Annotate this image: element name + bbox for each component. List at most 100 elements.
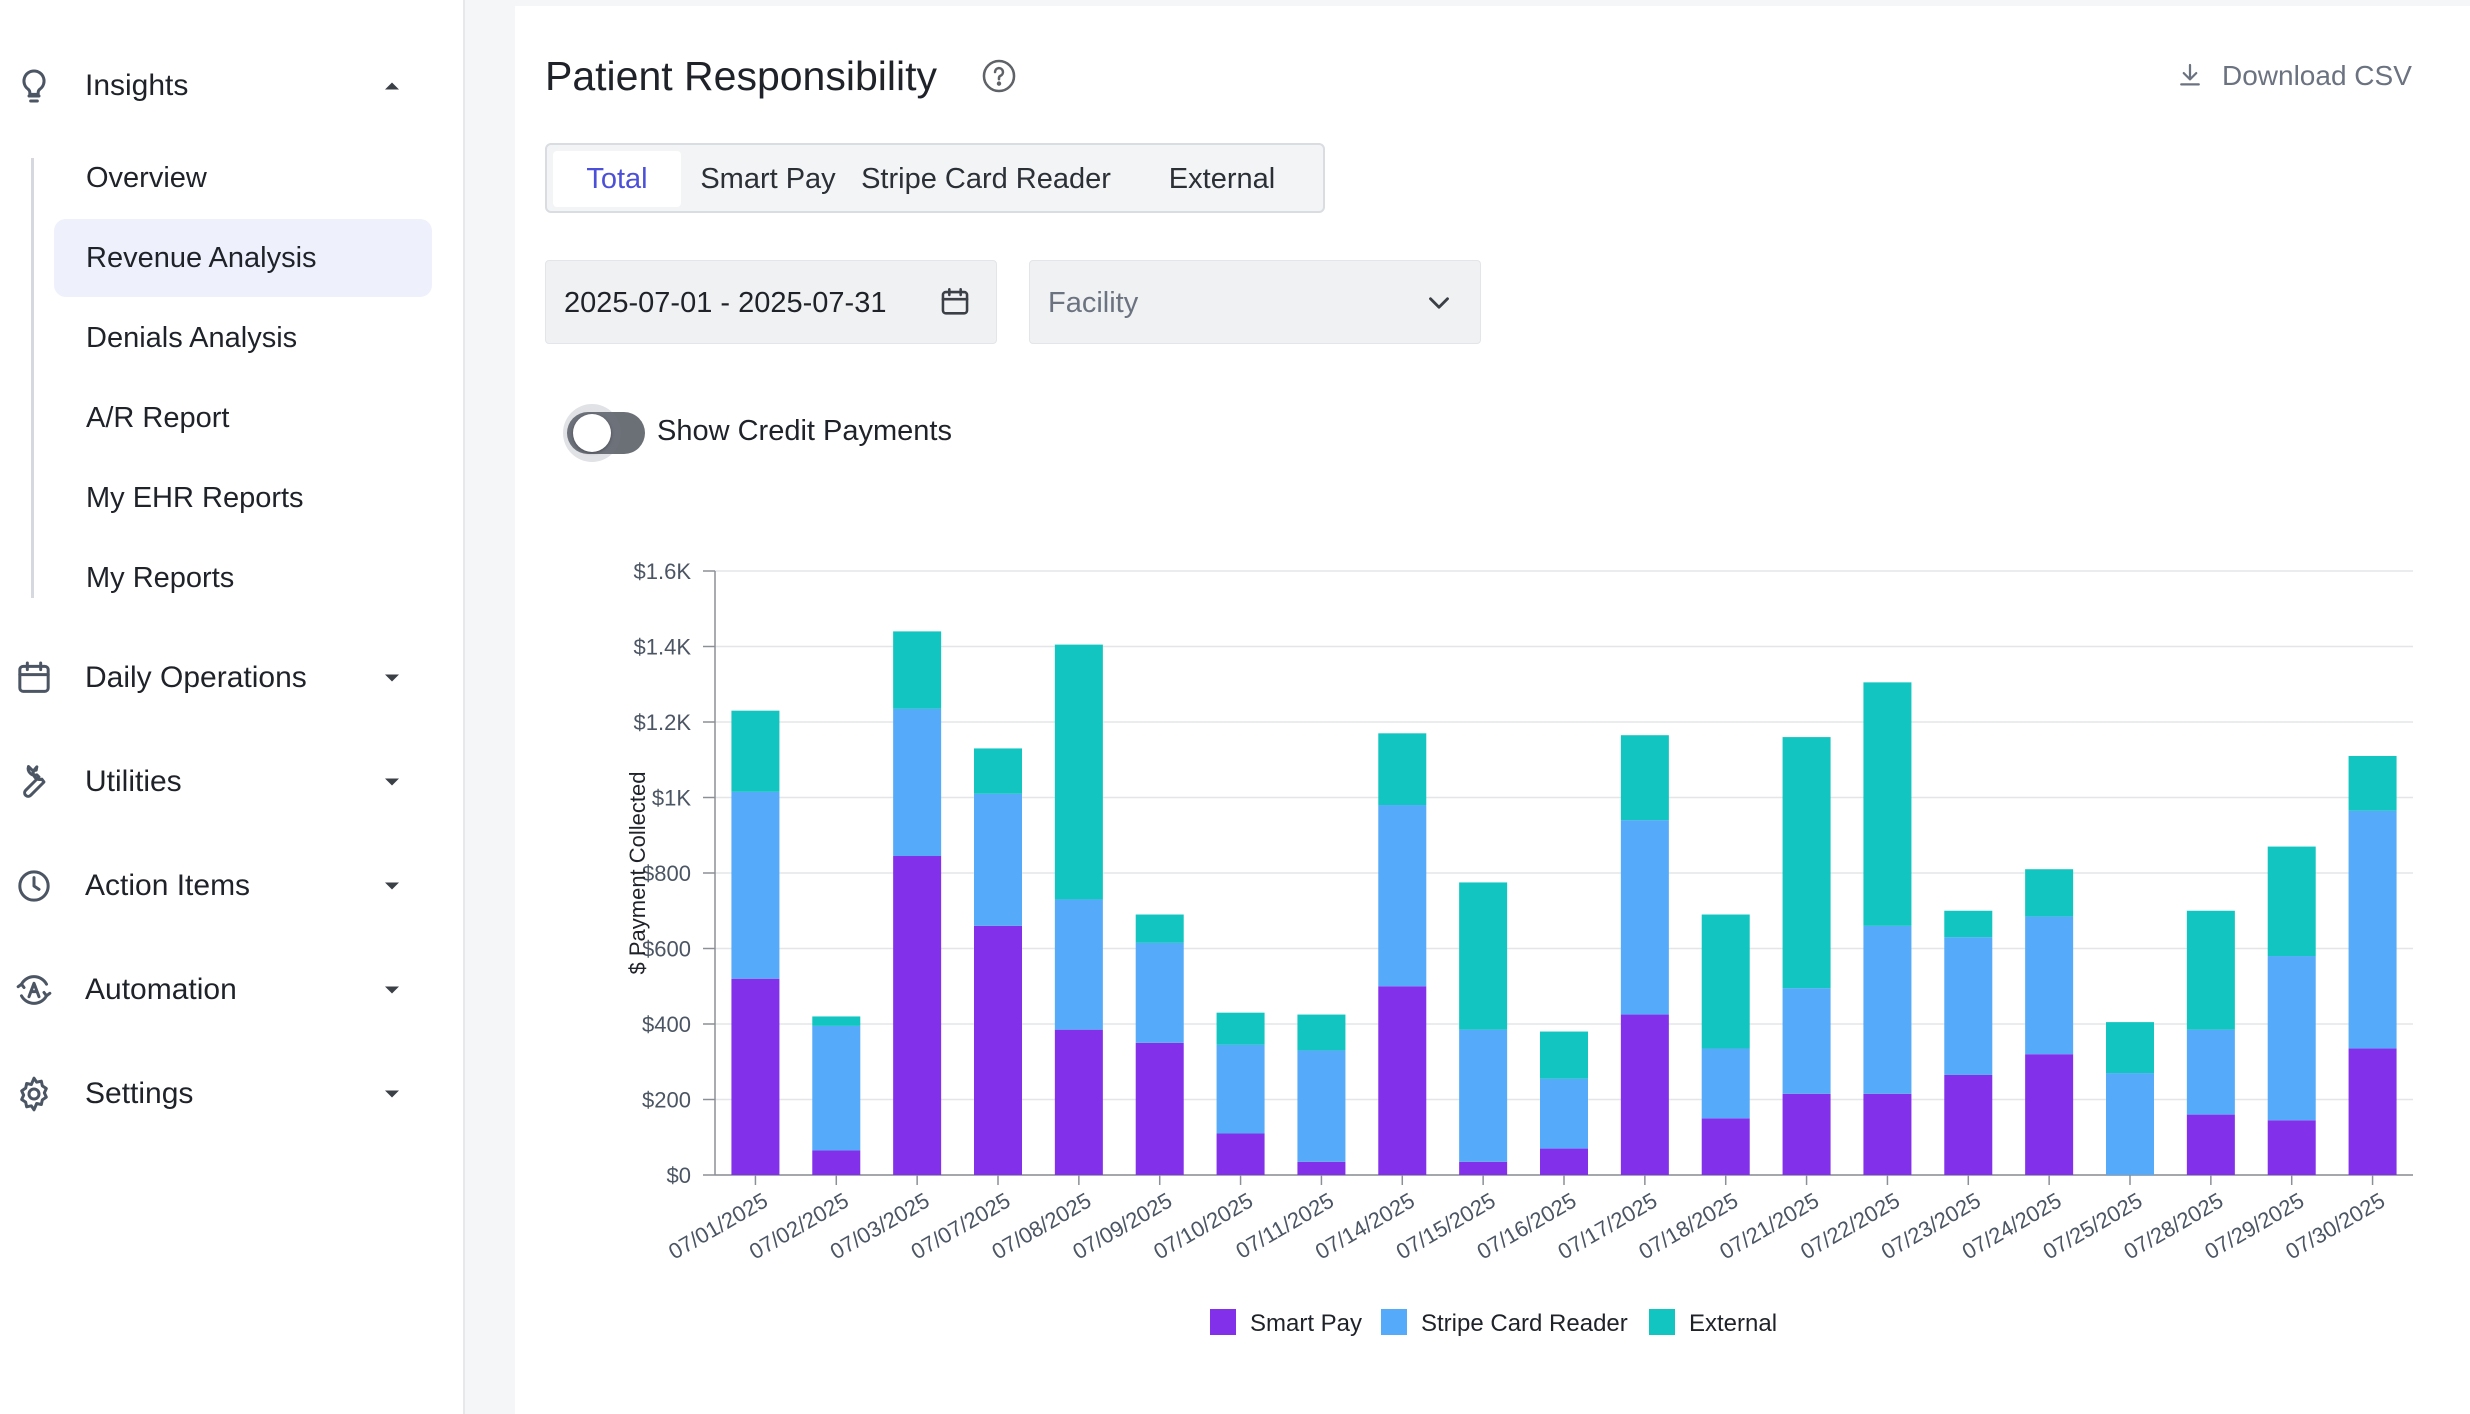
wrench-icon (14, 762, 54, 802)
chevron-down-icon (1422, 286, 1456, 320)
bar-segment (1944, 910, 1993, 938)
legend-label: External (1689, 1310, 1777, 1337)
bar-segment (1782, 737, 1831, 989)
bar-segment (2106, 1073, 2154, 1175)
bar-segment (1620, 735, 1669, 821)
sidebar: Insights Overview Revenue Analysis Denia… (0, 0, 465, 1414)
caret-down-icon (378, 1080, 406, 1108)
bar-segment (1135, 942, 1184, 1043)
date-range-field[interactable]: 2025-07-01 - 2025-07-31 (545, 260, 997, 344)
legend-label: Smart Pay (1250, 1310, 1362, 1337)
bar-segment (812, 1150, 861, 1175)
bar-segment (731, 978, 780, 1175)
automation-icon (14, 970, 54, 1010)
nav-utilities[interactable]: Utilities (0, 742, 465, 822)
bar-segment (974, 925, 1022, 1175)
bar-segment (2267, 1120, 2316, 1175)
lightbulb-icon (14, 66, 54, 106)
sidebar-item-label: My EHR Reports (86, 482, 304, 514)
bar-segment (1459, 1029, 1508, 1162)
bar-segment (974, 793, 1022, 926)
bar-segment (1863, 925, 1912, 1094)
sidebar-item-label: Revenue Analysis (86, 242, 317, 274)
bar-segment (2267, 956, 2316, 1121)
legend-swatch (1210, 1309, 1236, 1335)
bar-segment (1863, 682, 1912, 926)
caret-down-icon (378, 872, 406, 900)
bar-segment (812, 1016, 861, 1026)
nav-settings[interactable]: Settings (0, 1054, 465, 1134)
sidebar-item-ar-report[interactable]: A/R Report (54, 379, 432, 457)
bar-segment (1701, 1118, 1750, 1175)
nav-action-items-label: Action Items (85, 869, 251, 902)
bar-segment (731, 710, 780, 792)
facility-select[interactable]: Facility (1029, 260, 1481, 344)
download-csv-label: Download CSV (2222, 60, 2412, 91)
bar-segment (1297, 1050, 1346, 1162)
bar-segment (731, 791, 780, 979)
bar-segment (974, 748, 1022, 794)
bar-segment (1782, 988, 1831, 1094)
bar-segment (1135, 1042, 1184, 1175)
bar-segment (1297, 1161, 1346, 1175)
calendar-icon[interactable] (938, 285, 972, 319)
y-tick-label: $400 (642, 1012, 691, 1037)
sidebar-item-my-ehr-reports[interactable]: My EHR Reports (54, 459, 432, 537)
bar-segment (2348, 810, 2397, 1049)
nav-settings-label: Settings (85, 1077, 194, 1110)
sidebar-item-denials-analysis[interactable]: Denials Analysis (54, 299, 432, 377)
bar-segment (1782, 1093, 1831, 1175)
legend-label: Stripe Card Reader (1421, 1310, 1628, 1337)
caret-down-icon (378, 664, 406, 692)
bar-segment (1459, 882, 1508, 1030)
bar-segment (893, 631, 942, 709)
bar-segment (1540, 1031, 1588, 1079)
y-tick-label: $0 (667, 1163, 691, 1188)
nav-automation[interactable]: Automation (0, 950, 465, 1030)
bar-segment (2348, 1048, 2397, 1175)
stacked-bar-chart: $0 $200 $400 $600 $800 $1K $1.2K $1.4K $1.6K $ Pa… (625, 559, 2413, 1337)
tab-stripe-card-reader[interactable]: Stripe Card Reader (861, 163, 1111, 195)
bar-segment (1378, 805, 1427, 987)
sidebar-item-my-reports[interactable]: My Reports (54, 539, 432, 617)
show-credit-payments-label: Show Credit Payments (657, 415, 952, 447)
nav-automation-label: Automation (85, 973, 237, 1006)
y-tick-label: $1K (652, 786, 691, 811)
bar-segment (2186, 1114, 2235, 1175)
sidebar-item-overview[interactable]: Overview (54, 139, 432, 217)
sidebar-item-label: Denials Analysis (86, 322, 298, 354)
bar-segment (2025, 1054, 2074, 1175)
tab-total[interactable]: Total (553, 151, 681, 207)
tab-smart-pay[interactable]: Smart Pay (700, 163, 836, 195)
bar-segment (2348, 755, 2397, 811)
bar-segment (1378, 733, 1427, 806)
bar-segment (2025, 869, 2074, 917)
bar-segment (1135, 914, 1184, 943)
nav-insights[interactable]: Insights (0, 46, 465, 126)
caret-down-icon (378, 976, 406, 1004)
tab-external[interactable]: External (1168, 163, 1276, 195)
caret-up-icon (378, 72, 406, 100)
gear-icon (14, 1074, 54, 1114)
sidebar-item-revenue-analysis[interactable]: Revenue Analysis (54, 219, 432, 297)
y-tick-label: $200 (642, 1088, 691, 1113)
page-title: Patient Responsibility (545, 53, 937, 99)
bar-segment (893, 708, 942, 857)
payment-type-tabs: Total Smart Pay Stripe Card Reader Exter… (545, 143, 1325, 213)
bar-segment (1054, 1029, 1103, 1175)
show-credit-payments-toggle[interactable] (563, 402, 647, 464)
bar-segment (1620, 1014, 1669, 1175)
bar-segment (1459, 1161, 1508, 1175)
download-icon (2175, 60, 2205, 90)
bar-segment (1216, 1012, 1265, 1045)
nav-daily-operations-label: Daily Operations (85, 661, 307, 694)
toggle-knob (573, 414, 611, 452)
calendar-icon (14, 658, 54, 698)
bar-segment (2186, 1029, 2235, 1115)
help-icon[interactable] (980, 57, 1018, 95)
y-tick-label: $1.2K (634, 710, 692, 735)
bar-segment (1216, 1044, 1265, 1134)
nav-action-items[interactable]: Action Items (0, 846, 465, 926)
nav-daily-operations[interactable]: Daily Operations (0, 638, 465, 718)
bar-segment (1378, 986, 1427, 1175)
